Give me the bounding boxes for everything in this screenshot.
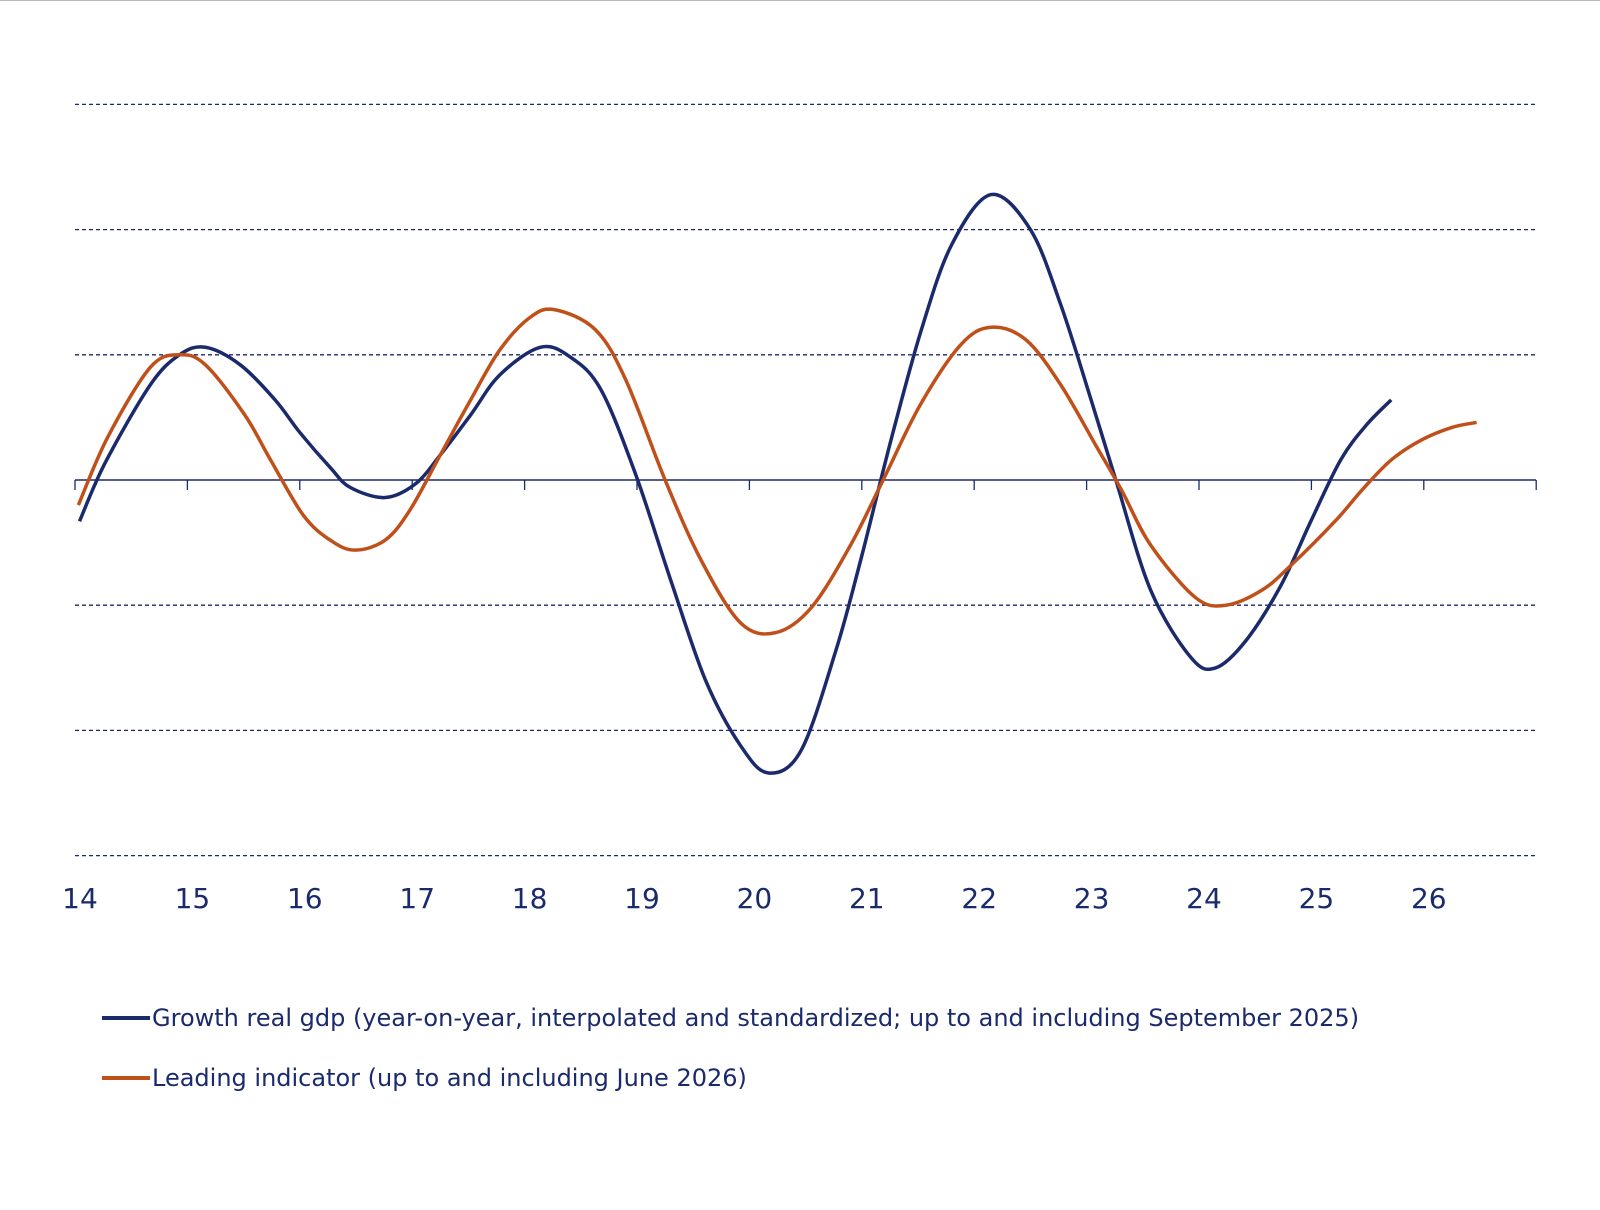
- series-line-gdp: [77, 192, 1393, 775]
- legend-label-gdp: Growth real gdp (year-on-year, interpola…: [152, 1004, 1360, 1032]
- x-tick-label: 21: [849, 882, 885, 915]
- x-tick-label: 23: [1074, 882, 1110, 915]
- x-tick-label: 19: [624, 882, 660, 915]
- legend-swatch-gdp: [102, 1016, 150, 1020]
- x-tick-label: 17: [399, 882, 435, 915]
- series-line-leading-indicator: [76, 307, 1477, 636]
- x-tick-label: 15: [175, 882, 211, 915]
- legend-swatch-leading: [102, 1076, 150, 1080]
- x-tick-label: 16: [287, 882, 323, 915]
- top-border: [0, 0, 1600, 1]
- x-tick-label: 18: [512, 882, 548, 915]
- x-tick-label: 26: [1411, 882, 1447, 915]
- x-tick-label: 20: [737, 882, 773, 915]
- legend-item-leading: Leading indicator (up to and including J…: [102, 1064, 747, 1092]
- legend-label-leading: Leading indicator (up to and including J…: [152, 1064, 747, 1092]
- x-tick-label: 25: [1299, 882, 1335, 915]
- x-tick-label: 24: [1186, 882, 1222, 915]
- x-tick-label: 14: [62, 882, 98, 915]
- legend-item-gdp: Growth real gdp (year-on-year, interpola…: [102, 1004, 1359, 1032]
- x-tick-label: 22: [961, 882, 997, 915]
